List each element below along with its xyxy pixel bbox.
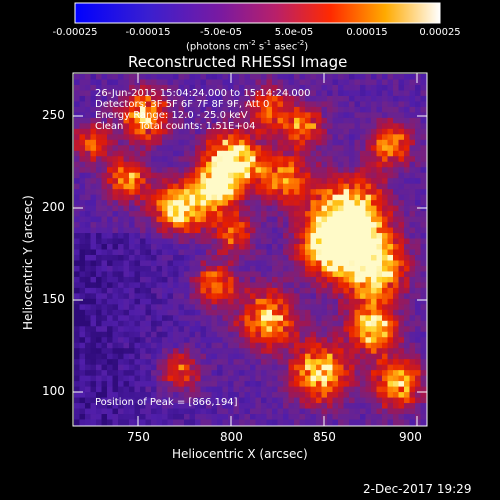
clean-counts-label: Clean Total counts: 1.51E+04 [95,121,256,132]
y-tick-label: 250 [42,108,65,122]
plot-frame [72,72,428,427]
x-tick-label: 900 [399,430,422,444]
colorbar-tick: 0.00015 [346,27,388,38]
colorbar-tick: -0.00015 [125,27,171,38]
detectors-label: Detectors: 3F 5F 6F 7F 8F 9F, Att 0 [95,99,270,110]
colorbar-tick: -0.00025 [52,27,98,38]
colorbar-tick: 0.00025 [419,27,461,38]
footer-date: 2-Dec-2017 19:29 [363,482,472,496]
colorbar-tick: -5.0e-05 [200,27,242,38]
y-axis-title: Heliocentric Y (arcsec) [21,195,35,330]
time-range-label: 26-Jun-2015 15:04:24.000 to 15:14:24.000 [95,88,311,99]
y-axis-ticks [73,115,427,393]
plot-title: Reconstructed RHESSI Image [128,53,348,71]
y-tick-label: 200 [42,200,65,214]
y-tick-label: 100 [42,384,65,398]
energy-range-label: Energy Range: 12.0 - 25.0 keV [95,110,248,121]
x-axis-title: Heliocentric X (arcsec) [172,447,308,461]
x-tick-label: 850 [313,430,336,444]
x-tick-label: 800 [220,430,243,444]
y-tick-label: 150 [42,292,65,306]
x-tick-label: 750 [127,430,150,444]
heatmap-image [74,74,427,426]
colorbar-tick: 5.0e-05 [274,27,314,38]
colorbar-units: (photons cm-2 s-1 asec-2) [186,39,309,53]
peak-position-label: Position of Peak = [866,194] [95,397,238,408]
x-axis-ticks [137,73,418,426]
